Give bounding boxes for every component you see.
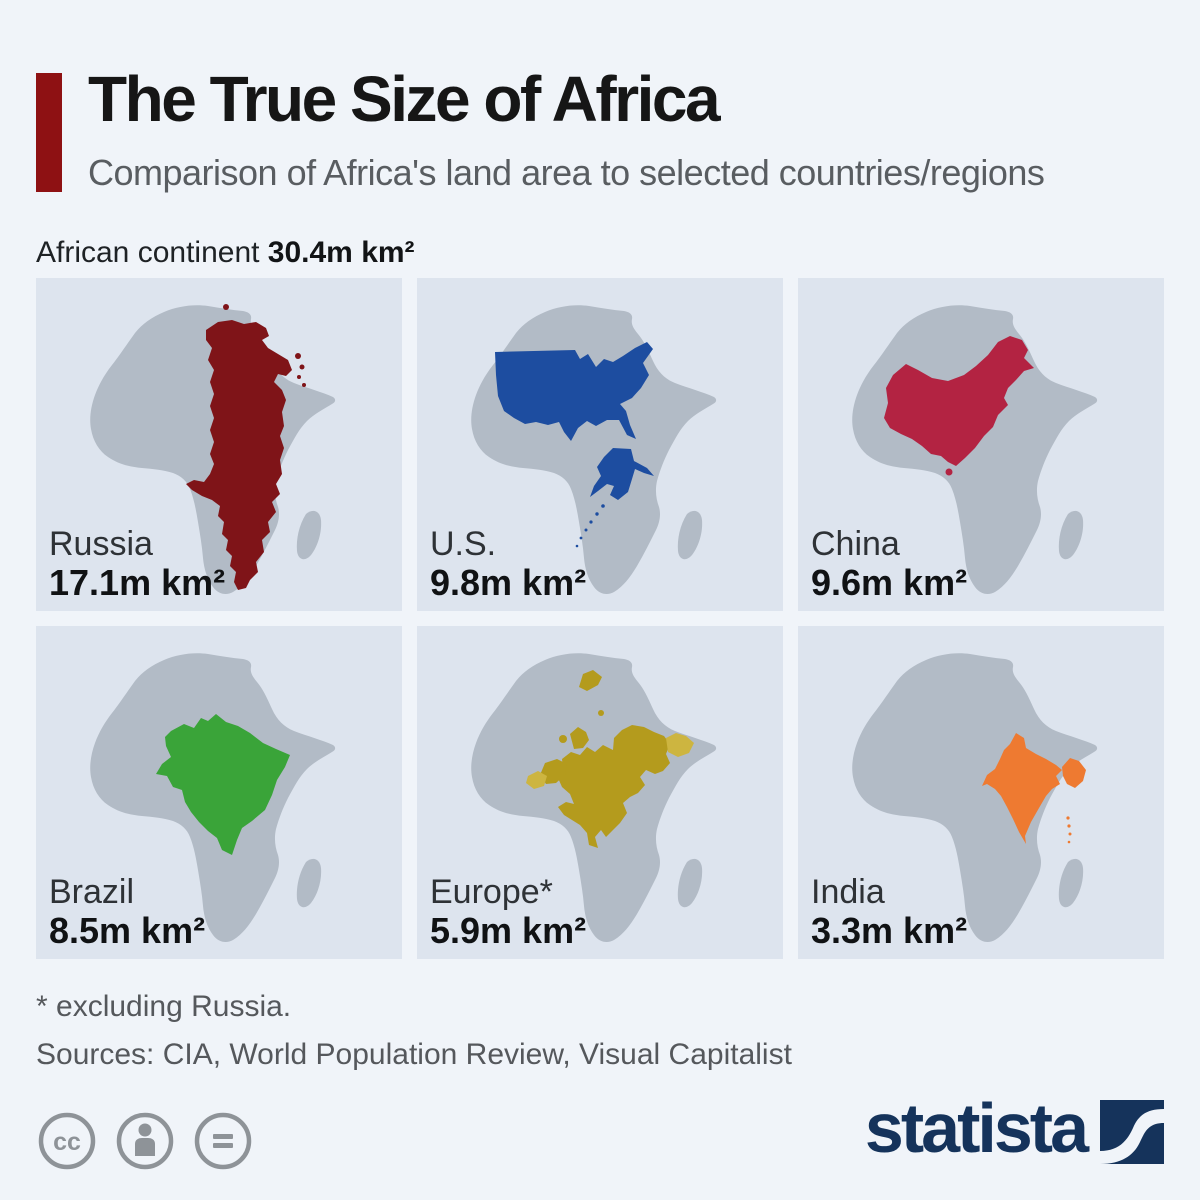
country-name-label: U.S. xyxy=(430,524,497,563)
license-icons: cc xyxy=(36,1110,254,1172)
reference-label: African continent xyxy=(36,236,268,269)
country-area-value: 9.6m km² xyxy=(811,561,968,603)
africa-map-china xyxy=(852,305,1098,595)
country-shape-india xyxy=(982,733,1086,844)
country-area-value: 5.9m km² xyxy=(430,909,587,951)
country-area-value: 9.8m km² xyxy=(430,561,587,603)
panel-india: India 3.3m km² xyxy=(798,626,1164,959)
africa-map-india xyxy=(852,653,1098,943)
country-name-label: Russia xyxy=(49,524,153,563)
africa-map-europe xyxy=(471,653,717,943)
country-shape-europe xyxy=(540,670,670,848)
country-shape-china xyxy=(884,336,1034,476)
country-area-value: 17.1m km² xyxy=(49,561,226,603)
country-area-value: 8.5m km² xyxy=(49,909,206,951)
africa-map-us xyxy=(471,305,717,595)
page-title: The True Size of Africa xyxy=(88,63,721,135)
panel-us: U.S. 9.8m km² xyxy=(417,278,783,611)
country-name-label: China xyxy=(811,524,900,563)
footnote: * excluding Russia. xyxy=(36,990,292,1023)
country-shape-europe-light xyxy=(526,733,694,789)
africa-map-russia xyxy=(90,304,336,595)
statista-logo-mark xyxy=(1100,1100,1164,1164)
panel-china: China 9.6m km² xyxy=(798,278,1164,611)
country-name-label: Europe* xyxy=(430,872,553,911)
reference-line: African continent 30.4m km² xyxy=(36,236,415,270)
country-area-value: 3.3m km² xyxy=(811,909,968,951)
equals-icon[interactable] xyxy=(192,1110,254,1172)
panel-europe: Europe* 5.9m km² xyxy=(417,626,783,959)
attribution-icon[interactable] xyxy=(114,1110,176,1172)
panels-grid: Russia 17.1m km² U.S. 9.8m km² xyxy=(36,278,1164,959)
cc-icon[interactable]: cc xyxy=(36,1110,98,1172)
country-name-label: Brazil xyxy=(49,872,135,911)
sources: Sources: CIA, World Population Review, V… xyxy=(36,1038,792,1071)
country-shape-us xyxy=(495,342,654,548)
country-shape-brazil xyxy=(156,714,290,855)
svg-text:cc: cc xyxy=(53,1128,81,1156)
statista-wordmark: statista xyxy=(864,1089,1089,1167)
page-subtitle: Comparison of Africa's land area to sele… xyxy=(88,152,1045,193)
country-shape-russia xyxy=(186,304,306,590)
statista-logo[interactable]: statista xyxy=(865,1093,1164,1164)
country-name-label: India xyxy=(811,872,885,911)
panel-brazil: Brazil 8.5m km² xyxy=(36,626,402,959)
header-accent-bar xyxy=(36,73,62,192)
panel-russia: Russia 17.1m km² xyxy=(36,278,402,611)
reference-value: 30.4m km² xyxy=(267,236,415,269)
africa-map-brazil xyxy=(90,653,336,943)
